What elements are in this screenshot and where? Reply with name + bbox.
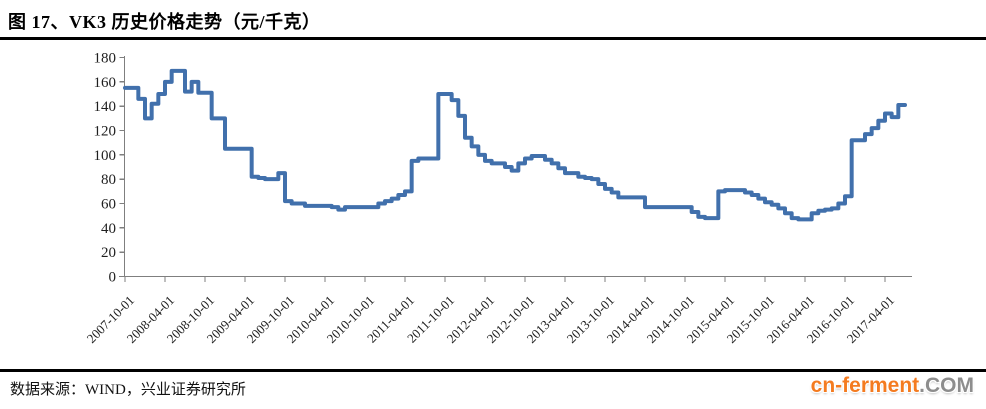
y-tick-label: 160 [94, 75, 117, 91]
title-underline-rule [0, 37, 986, 40]
y-tick-label: 180 [94, 51, 117, 67]
footer-rule [0, 369, 986, 372]
logo-suffix-text: .COM [919, 374, 974, 397]
y-tick-label: 60 [101, 197, 116, 213]
y-tick-label: 20 [101, 245, 116, 261]
y-tick-label: 100 [94, 148, 117, 164]
data-source-text: 数据来源：WIND，兴业证券研究所 [10, 382, 246, 398]
y-tick-label: 140 [94, 99, 117, 115]
logo-main-text: cn-ferment [810, 374, 920, 397]
price-line [123, 68, 907, 222]
y-tick-label: 40 [101, 221, 116, 237]
site-logo: cn-ferment.COM [811, 374, 974, 398]
y-tick-label: 120 [94, 124, 117, 140]
y-tick-label: 0 [109, 270, 117, 286]
y-tick-label: 80 [101, 172, 116, 188]
page-title: 图 17、VK3 历史价格走势（元/千克） [8, 12, 321, 32]
